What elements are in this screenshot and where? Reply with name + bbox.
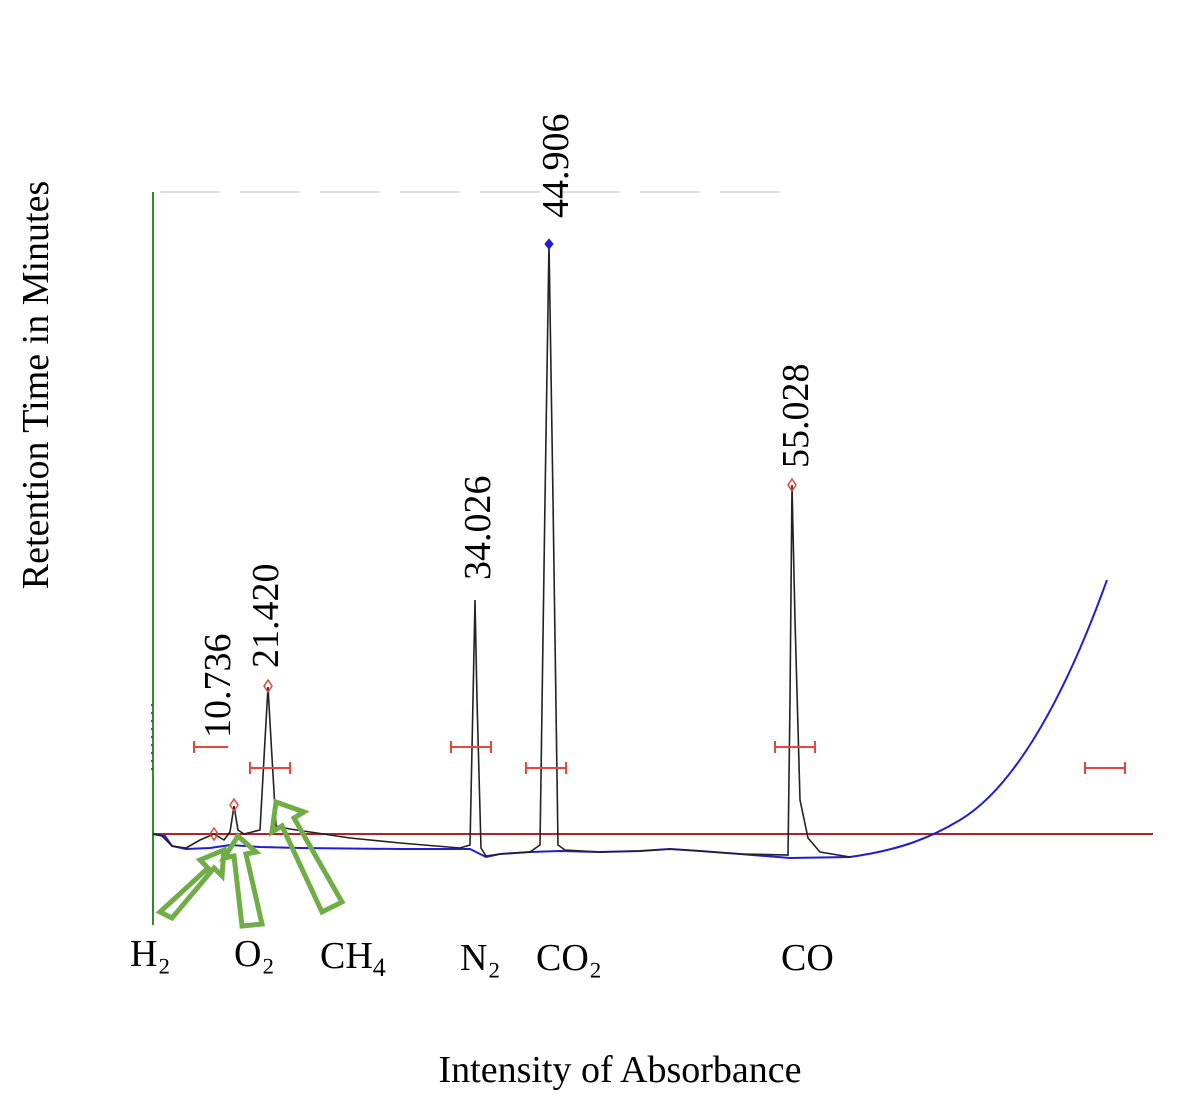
arrow-to-o2-peak — [218, 832, 266, 929]
compound-label-co2: CO₂ — [536, 937, 602, 979]
peak-label-55.028: 55.028 — [775, 364, 817, 469]
peak-marker-44.906 — [544, 238, 554, 250]
peak-marker-10.736 — [209, 826, 219, 842]
peak-marker-21.420 — [263, 678, 273, 694]
peak-label-10.736: 10.736 — [197, 634, 239, 739]
integration-markers — [193, 741, 1126, 774]
compound-label-ch4: CH4 — [320, 935, 386, 982]
baseline-curve — [152, 579, 1108, 860]
arrow-to-10.736-peak — [155, 846, 227, 922]
integration-marker — [774, 741, 816, 753]
arrow-to-21.420-peak — [268, 798, 346, 916]
signal-curve — [152, 242, 851, 858]
peak-label-44.906: 44.906 — [535, 114, 577, 219]
peak-label-34.026: 34.026 — [457, 476, 499, 581]
integration-marker — [1084, 762, 1126, 774]
compound-label-o2: O₂ — [234, 933, 275, 975]
integration-marker — [249, 762, 291, 774]
compound-label-co: CO — [781, 937, 834, 979]
peak-markers — [209, 238, 797, 842]
peak-label-21.420: 21.420 — [245, 564, 287, 669]
integration-marker — [450, 741, 492, 753]
peak-marker-o2 — [229, 797, 239, 813]
integration-marker — [525, 762, 567, 774]
compound-label-ch4-subscript: 4 — [373, 953, 386, 982]
compound-label-ch4-main: CH — [320, 935, 373, 977]
annotation-arrows — [155, 798, 346, 929]
y-axis-title: Retention Time in Minutes — [15, 181, 57, 590]
peak-marker-55.028 — [787, 477, 797, 493]
compound-label-n2: N₂ — [460, 937, 501, 979]
compound-label-h2: H₂ — [130, 933, 171, 975]
integration-marker — [193, 741, 228, 753]
x-axis-title: Intensity of Absorbance — [438, 1049, 801, 1091]
